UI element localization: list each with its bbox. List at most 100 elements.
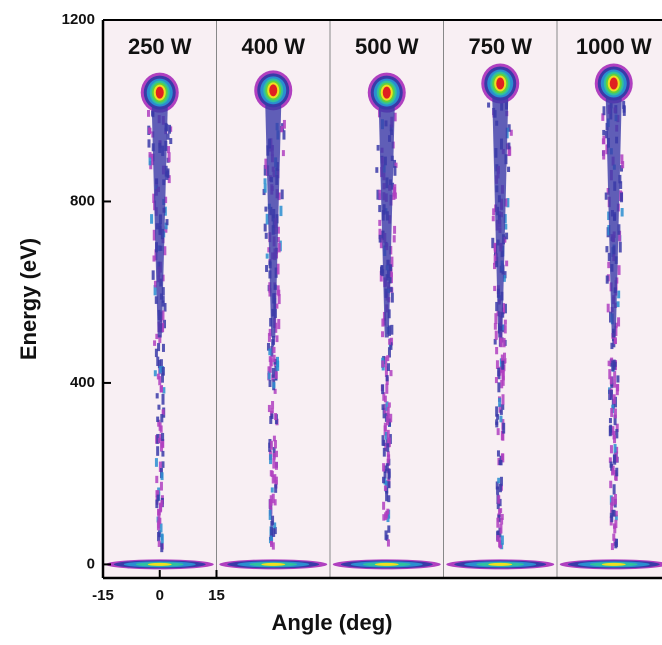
peak-blob bbox=[481, 63, 520, 104]
tail-speck bbox=[156, 490, 160, 497]
tail-speck bbox=[617, 265, 621, 275]
tail-speck bbox=[503, 271, 507, 279]
tail-speck bbox=[609, 480, 613, 489]
tail-speck bbox=[376, 189, 380, 200]
tail-speck bbox=[156, 356, 160, 367]
tail-speck bbox=[272, 528, 276, 537]
tail-speck bbox=[609, 512, 613, 518]
tail-speck bbox=[606, 303, 610, 313]
x-axis-label: Angle (deg) bbox=[272, 610, 393, 635]
tail-speck bbox=[385, 401, 389, 411]
tail-speck bbox=[384, 431, 388, 440]
tail-speck bbox=[265, 253, 269, 259]
tail-speck bbox=[502, 422, 506, 434]
tail-speck bbox=[148, 127, 152, 134]
tail-speck bbox=[169, 138, 173, 145]
tail-speck bbox=[274, 365, 278, 376]
tail-speck bbox=[496, 450, 500, 457]
tail-speck bbox=[503, 303, 507, 314]
tail-speck bbox=[604, 192, 608, 200]
tail-speck bbox=[277, 318, 281, 330]
tail-speck bbox=[387, 468, 391, 478]
tail-speck bbox=[389, 286, 393, 292]
tail-speck bbox=[501, 375, 505, 386]
tail-speck bbox=[497, 382, 501, 393]
tail-speck bbox=[496, 535, 500, 543]
tail-speck bbox=[147, 139, 151, 148]
tail-speck bbox=[501, 360, 505, 370]
plot: 250 W 400 W 500 W 750 W 1000 W bbox=[103, 20, 662, 578]
tail-speck bbox=[619, 165, 623, 172]
tail-speck bbox=[609, 376, 613, 385]
tail-speck bbox=[493, 338, 497, 345]
tail-speck bbox=[161, 296, 165, 303]
tail-speck bbox=[269, 470, 273, 477]
tail-speck bbox=[497, 367, 501, 377]
tail-speck bbox=[497, 477, 501, 484]
tail-speck bbox=[491, 215, 495, 222]
tail-speck bbox=[393, 192, 397, 199]
low-contour bbox=[261, 562, 286, 566]
tail-speck bbox=[607, 261, 611, 269]
tail-speck bbox=[610, 357, 614, 364]
tail-speck bbox=[267, 332, 271, 342]
tail-speck bbox=[493, 262, 497, 270]
tail-speck bbox=[619, 181, 623, 189]
tail-core bbox=[265, 104, 282, 338]
tail-core bbox=[492, 97, 509, 338]
tail-speck bbox=[274, 322, 278, 333]
tail-speck bbox=[161, 409, 165, 416]
tail-speck bbox=[161, 450, 165, 457]
tail-speck bbox=[264, 232, 268, 239]
tail-speck bbox=[276, 263, 280, 275]
tail-speck bbox=[393, 112, 397, 122]
tail-speck bbox=[280, 189, 284, 200]
tail-speck bbox=[615, 467, 619, 477]
tail-speck bbox=[614, 541, 618, 549]
tail-speck bbox=[607, 211, 611, 221]
tail-speck bbox=[382, 476, 386, 484]
y-tick-label: 400 bbox=[70, 374, 95, 391]
x-tick-label: -15 bbox=[92, 587, 114, 604]
tail-speck bbox=[382, 463, 386, 472]
tail-speck bbox=[389, 268, 393, 278]
tail-speck bbox=[265, 213, 269, 225]
tail-speck bbox=[282, 119, 286, 129]
tail-speck bbox=[386, 443, 390, 452]
tail-speck bbox=[389, 370, 393, 377]
tail-speck bbox=[392, 192, 396, 200]
tail-speck bbox=[499, 415, 503, 423]
tail-speck bbox=[614, 514, 618, 521]
tail-speck bbox=[268, 356, 272, 363]
tail-speck bbox=[499, 508, 503, 514]
tail-core bbox=[605, 97, 622, 338]
tail-speck bbox=[160, 366, 164, 373]
tail-speck bbox=[498, 540, 502, 549]
low-contour bbox=[374, 562, 399, 566]
tail-speck bbox=[161, 393, 165, 405]
tail-speck bbox=[270, 408, 274, 414]
tail-speck bbox=[275, 335, 279, 343]
tail-speck bbox=[621, 161, 625, 169]
x-tick-label: 15 bbox=[208, 587, 225, 604]
tail-speck bbox=[387, 495, 391, 503]
y-tick-label: 1200 bbox=[62, 11, 95, 28]
tail-speck bbox=[502, 337, 506, 348]
tail-speck bbox=[610, 543, 614, 551]
tail-speck bbox=[382, 514, 386, 521]
tail-speck bbox=[504, 223, 508, 230]
tail-speck bbox=[272, 452, 276, 460]
tail-speck bbox=[271, 542, 275, 550]
tail-speck bbox=[156, 416, 160, 423]
tail-speck bbox=[494, 377, 498, 384]
tail-speck bbox=[159, 481, 163, 491]
tail-speck bbox=[493, 323, 497, 330]
tail-speck bbox=[271, 339, 275, 347]
tail-speck bbox=[613, 444, 617, 454]
tail-speck bbox=[608, 418, 612, 424]
tail-speck bbox=[166, 133, 170, 140]
low-contour bbox=[488, 562, 513, 566]
tail-speck bbox=[613, 493, 617, 505]
tail-speck bbox=[613, 414, 617, 426]
tail-speck bbox=[148, 152, 152, 158]
